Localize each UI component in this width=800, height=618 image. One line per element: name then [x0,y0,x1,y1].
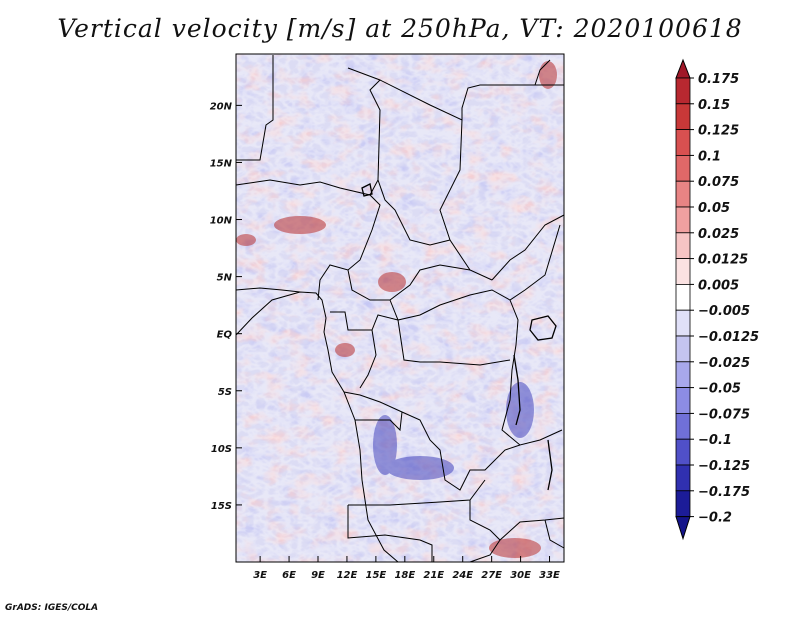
colorbar-box [675,77,691,105]
colorbar-box [675,129,691,156]
map-panel [236,54,564,562]
x-tick-label: 9E [311,570,325,581]
colorbar-label: −0.025 [698,356,750,371]
colorbar-top-arrow [675,58,691,79]
colorbar-box [675,464,691,492]
lake-victoria [529,315,557,341]
strong-descent-patches [373,382,534,480]
colorbar-box [675,232,691,260]
y-tick-label: 10N [210,216,233,227]
colorbar-box [675,438,691,466]
y-axis: 20N 15N 10N 5N EQ 5S 10S 15S [210,101,242,512]
colorbar-box [675,206,691,234]
colorbar-label: −0.05 [698,382,741,397]
lake-chad [361,183,373,197]
colorbar-label: 0.025 [698,227,739,242]
colorbar-box [675,103,691,131]
african-coastline [235,291,399,563]
map-figure: 20N 15N 10N 5N EQ 5S 10S 15S 3E 6E 9E 12E 15E 18E 21E… [210,53,759,581]
colorbar-box [675,412,691,440]
colorbar-label: −0.075 [698,407,750,422]
colorbar-box [675,154,691,182]
x-tick-label: 24E [452,570,473,581]
colorbar-label: 0.125 [698,124,739,139]
colorbar-label: 0.15 [698,98,730,113]
colorbar-label: 0.005 [698,278,739,293]
y-tick-label: EQ [217,330,233,341]
lake-malawi [547,439,553,491]
colorbar-label: −0.125 [698,459,750,474]
colorbar-label: 0.175 [698,72,739,87]
x-tick-label: 3E [253,570,267,581]
colorbar-box [675,180,691,208]
colorbar-box [675,258,691,285]
x-tick-label: 30E [510,570,531,581]
y-tick-label: 5S [218,387,232,398]
y-tick-label: 5N [217,273,233,284]
x-tick-label: 12E [337,570,358,581]
chart-title: Vertical velocity [m/s] at 250hPa, VT: 2… [57,14,743,43]
x-tick-label: 15E [366,570,387,581]
x-tick-label: 21E [423,570,444,581]
strong-ascent-patches [236,61,557,558]
colorbar: 0.175 0.15 0.125 0.1 0.075 0.05 0.025 0.0125 0.0… [675,58,759,541]
colorbar-label: 0.0125 [698,253,748,268]
colorbar-label: −0.2 [698,511,732,526]
colorbar-box [675,283,691,311]
colorbar-box [675,361,691,388]
colorbar-bottom-arrow [675,516,691,541]
colorbar-label: 0.075 [698,175,739,190]
colorbar-label: −0.005 [698,304,750,319]
y-tick-label: 15N [210,158,233,169]
x-tick-label: 6E [282,570,296,581]
grads-credit: GrADS: IGES/COLA [5,603,99,613]
colorbar-label: −0.1 [698,433,732,448]
y-tick-label: 15S [211,501,232,512]
colorbar-label: 0.1 [698,149,721,164]
y-tick-label: 20N [210,101,233,112]
colorbar-box [675,335,691,363]
colorbar-box [675,387,691,414]
lake-tanganyika [513,354,521,426]
colorbar-label: 0.05 [698,201,730,216]
x-tick-label: 33E [539,570,560,581]
x-tick-label: 18E [394,570,415,581]
country-borders [235,55,565,563]
lakes [361,183,557,491]
coastline-gulf-guinea [235,287,301,293]
map-frame [235,53,565,563]
x-axis: 3E 6E 9E 12E 15E 18E 21E 24E 27E 30E 33E [253,556,560,581]
colorbar-label: −0.0125 [698,330,759,345]
x-tick-label: 27E [481,570,502,581]
y-tick-label: 10S [211,444,232,455]
colorbar-box [675,309,691,337]
colorbar-box [675,490,691,517]
colorbar-label: −0.175 [698,485,750,500]
